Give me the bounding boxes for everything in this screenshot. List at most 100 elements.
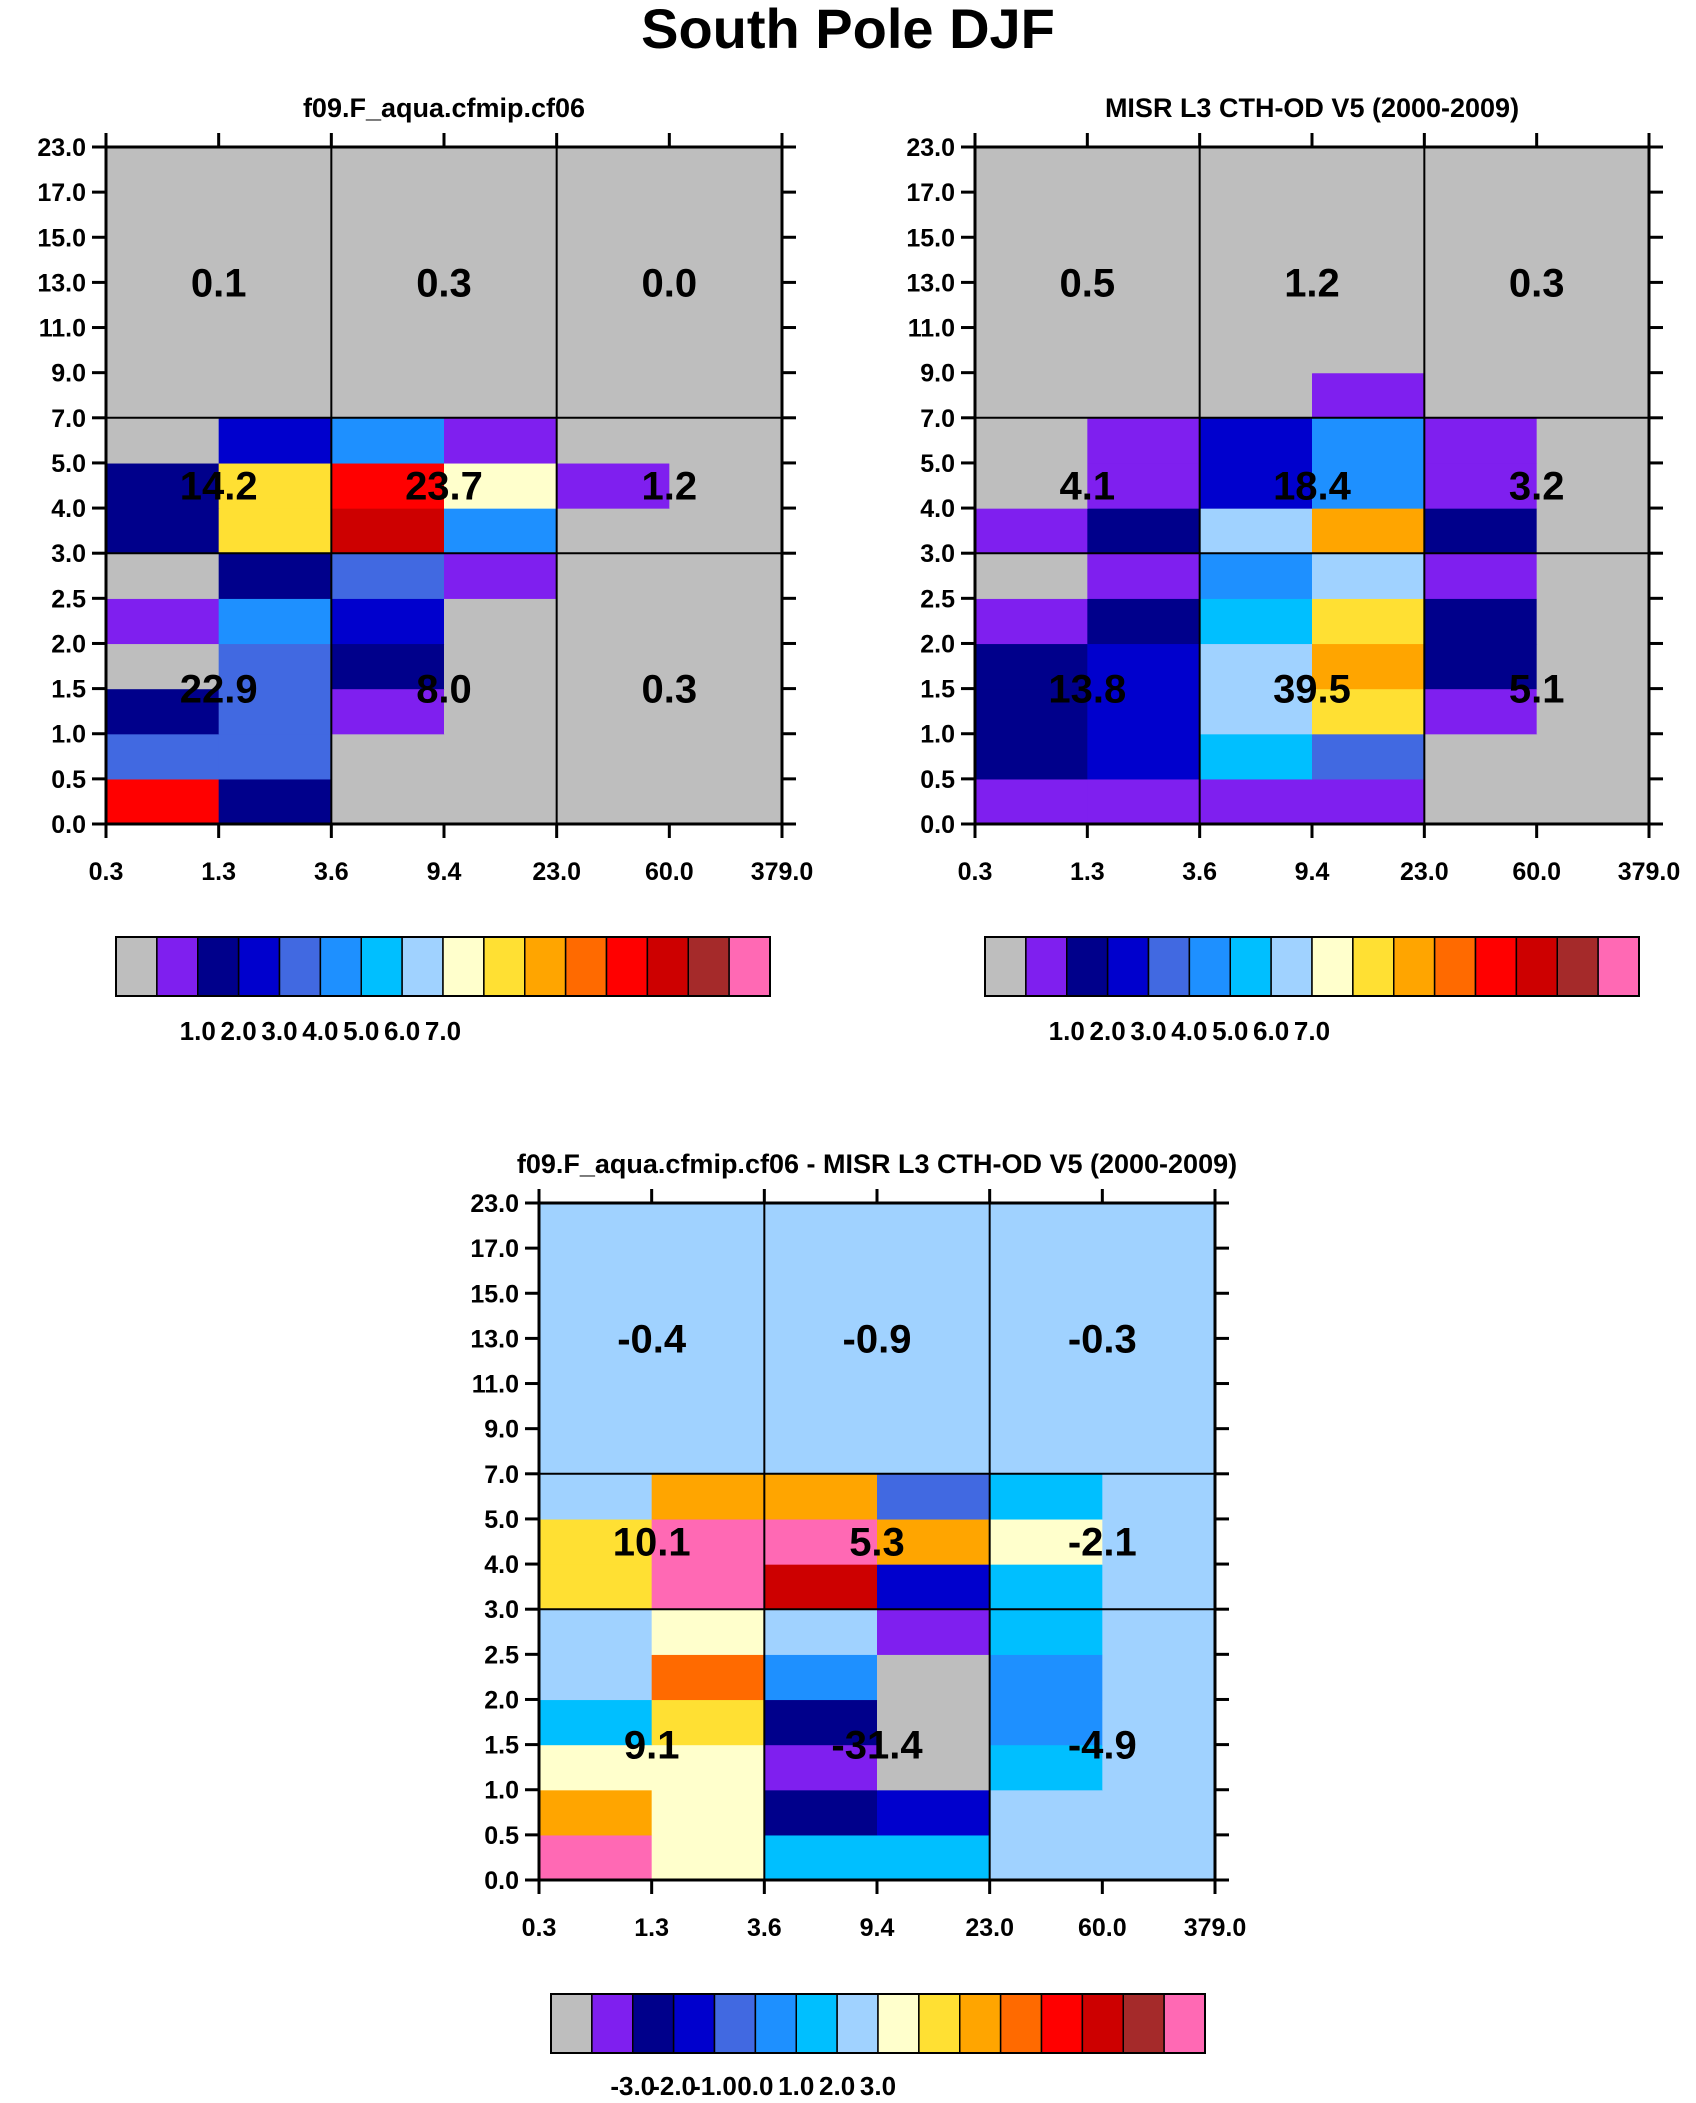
heatmap-cell xyxy=(539,1338,653,1385)
heatmap-cell xyxy=(764,1699,878,1746)
y-tick-label: 3.0 xyxy=(920,540,955,568)
colorbar-swatch xyxy=(550,1993,593,2054)
heatmap-cell xyxy=(1536,688,1650,735)
heatmap-cell xyxy=(331,282,445,329)
x-tick-label: 60.0 xyxy=(645,858,694,886)
heatmap-cell xyxy=(106,508,220,554)
heatmap-cell xyxy=(218,553,332,599)
heatmap-cell xyxy=(1087,643,1201,690)
x-tick-label: 0.3 xyxy=(89,858,124,886)
heatmap-cell xyxy=(1199,192,1313,238)
group-sum-label: 0.1 xyxy=(191,261,247,305)
heatmap-cell xyxy=(1087,327,1201,374)
heatmap-cell xyxy=(989,1203,1103,1249)
colorbar-frame xyxy=(115,936,771,997)
heatmap-cell xyxy=(1102,1564,1216,1610)
heatmap-cell xyxy=(1536,553,1650,599)
colorbar-swatch xyxy=(360,936,403,997)
heatmap-cell xyxy=(556,733,670,780)
heatmap-cell xyxy=(651,1564,765,1610)
heatmap-cell xyxy=(218,372,332,419)
colorbar-label: -3.0 xyxy=(610,2071,655,2101)
heatmap-cell xyxy=(975,778,1088,825)
heatmap-cell xyxy=(764,1428,878,1475)
heatmap-cell xyxy=(651,1609,765,1655)
colorbar-label: 2.0 xyxy=(819,2071,855,2101)
heatmap-cell xyxy=(989,1473,1103,1520)
heatmap-cell xyxy=(1424,237,1538,283)
y-tick-label: 9.0 xyxy=(920,360,955,388)
heatmap-cell xyxy=(651,1383,765,1430)
heatmap-cell xyxy=(1536,643,1650,690)
heatmap-cell xyxy=(651,1789,765,1836)
group-sum-label: 0.5 xyxy=(1060,261,1116,305)
heatmap-cell xyxy=(764,1383,878,1430)
heatmap-cell xyxy=(764,1338,878,1385)
heatmap-cell xyxy=(1087,147,1201,193)
heatmap-cell xyxy=(1102,1789,1216,1836)
heatmap-cell xyxy=(975,553,1088,599)
heatmap-cell xyxy=(331,237,445,283)
heatmap-cell xyxy=(877,1789,991,1836)
colorbar-label: 5.0 xyxy=(343,1016,379,1046)
heatmap-cell xyxy=(556,688,670,735)
heatmap-cell xyxy=(975,508,1088,554)
heatmap-cell xyxy=(764,1789,878,1836)
heatmap-cell xyxy=(444,643,558,690)
y-tick-label: 11.0 xyxy=(39,315,86,343)
heatmap-cell xyxy=(651,1834,765,1881)
heatmap-cell xyxy=(764,1293,878,1339)
heatmap-cell xyxy=(989,1338,1103,1385)
heatmap-cell xyxy=(764,1473,878,1520)
y-tick-label: 0.5 xyxy=(51,766,86,794)
colorbar-swatch xyxy=(1556,936,1599,997)
heatmap-cell xyxy=(1312,778,1425,825)
heatmap-cell xyxy=(1199,327,1313,374)
colorbar-label: 2.0 xyxy=(1090,1016,1126,1046)
y-tick-label: 13.0 xyxy=(906,269,955,297)
heatmap-cell xyxy=(1087,192,1201,238)
heatmap-cell xyxy=(669,192,783,238)
heatmap-cell xyxy=(556,372,670,419)
group-sum-label: -0.4 xyxy=(617,1317,687,1361)
heatmap-cell xyxy=(669,643,783,690)
colorbar-swatch xyxy=(1122,1993,1165,2054)
heatmap-cell xyxy=(106,192,220,238)
x-tick-label: 3.6 xyxy=(1182,858,1217,886)
heatmap-cell xyxy=(331,417,445,464)
heatmap-cell xyxy=(218,508,332,554)
heatmap-cell xyxy=(1102,1338,1216,1385)
y-tick-label: 17.0 xyxy=(470,1235,519,1263)
x-tick-label: 1.3 xyxy=(634,1914,669,1942)
colorbar-swatch xyxy=(1474,936,1518,997)
y-tick-label: 23.0 xyxy=(470,1190,519,1218)
x-tick-label: 60.0 xyxy=(1078,1914,1127,1942)
heatmap-cell xyxy=(106,147,220,193)
heatmap-cell xyxy=(1199,282,1313,329)
heatmap-cell xyxy=(331,553,445,599)
heatmap-cell xyxy=(106,733,220,780)
chart-title: MISR L3 CTH-OD V5 (2000-2009) xyxy=(1105,93,1519,123)
heatmap-cell xyxy=(1312,553,1425,599)
heatmap-cell xyxy=(106,462,220,509)
y-tick-label: 3.0 xyxy=(484,1596,519,1624)
x-tick-label: 23.0 xyxy=(532,858,581,886)
heatmap-cell xyxy=(556,192,670,238)
x-tick-label: 23.0 xyxy=(965,1914,1014,1942)
heatmap-cell xyxy=(877,1609,991,1655)
group-sum-label: -31.4 xyxy=(831,1724,923,1768)
heatmap-cell xyxy=(1087,688,1201,735)
colorbar-swatch xyxy=(1163,1993,1206,2054)
heatmap-cell xyxy=(989,1518,1103,1565)
heatmap-cell xyxy=(106,327,220,374)
heatmap-cell xyxy=(989,1654,1103,1701)
y-tick-label: 4.0 xyxy=(51,495,86,523)
heatmap-cell xyxy=(1199,462,1313,509)
heatmap-cell xyxy=(989,1699,1103,1746)
y-tick-label: 23.0 xyxy=(37,134,86,162)
heatmap-cell xyxy=(1199,237,1313,283)
heatmap-cell xyxy=(764,1248,878,1294)
y-tick-label: 1.5 xyxy=(51,676,86,704)
heatmap-cell xyxy=(1536,733,1650,780)
colorbar-label: 4.0 xyxy=(302,1016,338,1046)
